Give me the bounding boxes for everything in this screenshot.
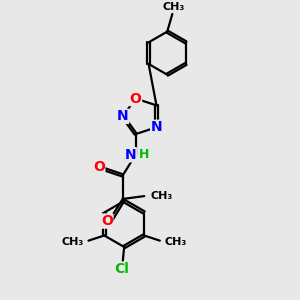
Text: O: O <box>93 160 105 174</box>
Text: H: H <box>139 148 149 161</box>
Text: N: N <box>117 109 128 123</box>
Text: N: N <box>151 120 162 134</box>
Text: O: O <box>101 214 113 228</box>
Text: CH₃: CH₃ <box>61 237 84 247</box>
Text: CH₃: CH₃ <box>162 2 185 12</box>
Text: N: N <box>124 148 136 162</box>
Text: O: O <box>130 92 142 106</box>
Text: Cl: Cl <box>115 262 130 276</box>
Text: CH₃: CH₃ <box>151 191 173 201</box>
Text: CH₃: CH₃ <box>165 237 187 247</box>
